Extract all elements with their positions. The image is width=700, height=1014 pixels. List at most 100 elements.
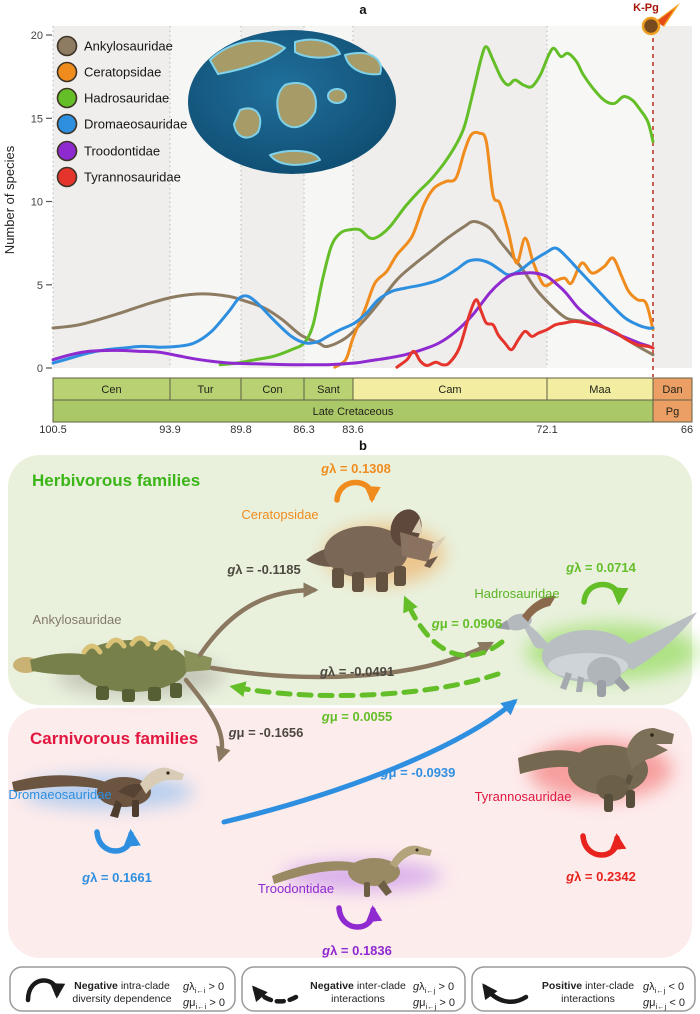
key-text-2-line-2: interactions: [331, 993, 385, 1005]
x-tick-label: 72.1: [536, 424, 557, 436]
family-label-troodontidae: Troodontidae: [258, 881, 334, 896]
panel-a-tag: a: [359, 2, 367, 17]
arrow-dromaeosauridae-to-hadrosauridae: [221, 698, 518, 825]
solid-curved-arrow-icon: [482, 983, 529, 1004]
coef-troodontidae-selfloop: gλ = 0.1836: [321, 943, 392, 958]
stage-band: [52, 377, 693, 423]
arrow-key-boxes: Negative intra-clade diversity dependenc…: [9, 966, 696, 1012]
series-line-dromaeosauridae: [51, 246, 655, 365]
stage-band-labels: Cen Tur Con Sant Cam Maa Dan Late Cretac…: [101, 384, 682, 418]
legend-label: Ceratopsidae: [84, 65, 161, 80]
key-formula-3b: gμi←j < 0: [643, 997, 685, 1011]
y-tick-label: 15: [31, 113, 43, 125]
family-label-hadrosauridae: Hadrosauridae: [474, 586, 559, 601]
tyrannosauridae-image: [518, 728, 674, 812]
series-curves: [51, 45, 655, 369]
chart-legend: Ankylosauridae Ceratopsidae Hadrosaurida…: [56, 35, 187, 188]
series-line-tyrannosauridae: [395, 298, 655, 369]
y-tick-label: 20: [31, 30, 43, 42]
legend-dot-ankylosauridae: [56, 35, 78, 57]
arrow-ankylosauridae-to-dromaeosauridae: [183, 677, 231, 763]
key-box-positive-inter-clade: [471, 966, 696, 1012]
self-loop-dromaeosauridae: [94, 828, 141, 854]
self-loop-troodontidae: [336, 905, 383, 930]
kpg-meteor: K-Pg: [633, 2, 680, 36]
herbivores-panel: [8, 455, 692, 705]
ceratopsidae-image: [306, 509, 446, 592]
coef-tyrannosauridae-selfloop: gλ = 0.2342: [565, 869, 636, 884]
stage-label: Tur: [197, 384, 213, 396]
interaction-arrows: [94, 479, 629, 930]
coef-anky-to-drom: gμ = -0.1656: [228, 725, 304, 740]
x-tick-label: 86.3: [293, 424, 314, 436]
y-axis: 0 5 10 15 20 Number of species: [2, 30, 52, 375]
era-label: Pg: [666, 406, 679, 418]
herbivores-title: Herbivorous families: [32, 471, 200, 490]
x-tick-label: 66: [681, 424, 693, 436]
kpg-label: K-Pg: [633, 2, 659, 14]
key-text-3-line-1: Positive inter-clade: [542, 980, 634, 992]
coef-hadrosauridae-selfloop: gλ = 0.0714: [565, 560, 637, 575]
family-label-ceratopsidae: Ceratopsidae: [241, 507, 318, 522]
key-formula-3a: gλi←j < 0: [643, 981, 684, 995]
hadrosauridae-image: [495, 595, 698, 697]
coef-anky-to-hadro: gλ = -0.0491: [319, 664, 394, 679]
coef-drom-to-hadro: gμ = -0.0939: [380, 765, 456, 780]
stage-label: Maa: [589, 384, 611, 396]
era-cell-pg: [652, 399, 693, 423]
ankylosauridae-image: [13, 635, 224, 702]
y-axis-title: Number of species: [2, 145, 17, 254]
meteor-icon: [641, 16, 661, 36]
dashed-curved-arrow-icon: [252, 985, 299, 1004]
family-label-ankylosauridae: Ankylosauridae: [33, 612, 122, 627]
coef-hadro-to-anky: gμ = 0.0055: [321, 709, 392, 724]
legend-item: Dromaeosauridae: [56, 113, 187, 135]
key-text-1-line-1: Negative intra-clade: [74, 980, 170, 992]
family-label-tyrannosauridae: Tyrannosauridae: [475, 789, 572, 804]
key-box-negative-inter-clade: [241, 966, 466, 1012]
x-axis-labels: 100.5 93.9 89.8 86.3 83.6 72.1 66: [39, 424, 693, 436]
self-loop-tyrannosauridae: [580, 833, 627, 858]
carnivores-title: Carnivorous families: [30, 729, 198, 748]
arrow-ankylosauridae-to-ceratopsidae: [197, 582, 319, 658]
key-text-1-line-2: diversity dependence: [72, 993, 171, 1005]
coef-ceratopsidae-selfloop: gλ = 0.1308: [320, 461, 391, 476]
panel-b-network: b Herbivorous families Carnivorous famil…: [8, 440, 698, 1012]
panel-a-chart: Ankylosauridae Ceratopsidae Hadrosaurida…: [2, 2, 693, 436]
stage-gridlines: [52, 26, 548, 368]
legend-item: Ankylosauridae: [56, 35, 173, 57]
legend-item: Troodontidae: [56, 140, 160, 162]
key-text-3-line-2: interactions: [561, 993, 615, 1005]
dromaeosauridae-image: [12, 767, 194, 818]
legend-label: Dromaeosauridae: [84, 117, 187, 132]
y-tick-label: 0: [37, 363, 43, 375]
stage-label: Cam: [438, 384, 461, 396]
arrow-hadrosauridae-to-ceratopsidae-dashed: [403, 595, 505, 659]
coef-anky-to-cera: gλ = -0.1185: [226, 562, 300, 577]
stage-label: Con: [262, 384, 282, 396]
legend-dot-tyrannosauridae: [56, 166, 78, 188]
self-loop-hadrosauridae: [581, 581, 629, 606]
series-line-troodontidae: [51, 271, 655, 367]
key-text-2-line-1: Negative inter-clade: [310, 980, 406, 992]
x-tick-label: 89.8: [230, 424, 251, 436]
x-tick-label: 83.6: [342, 424, 363, 436]
stage-label: Dan: [662, 384, 682, 396]
legend-dot-troodontidae: [56, 140, 78, 162]
troodontidae-image: [272, 845, 442, 897]
series-line-hadrosauridae: [218, 45, 655, 367]
family-label-dromaeosauridae: Dromaeosauridae: [8, 787, 111, 802]
legend-dot-hadrosauridae: [56, 87, 78, 109]
legend-item: Tyrannosauridae: [56, 166, 181, 188]
paleogeography-globe: [188, 30, 396, 174]
key-box-intra-clade: [9, 966, 236, 1012]
key-formula-2a: gλi←j > 0: [413, 981, 454, 995]
key-formula-1b: gμi←i > 0: [183, 997, 225, 1011]
y-axis-ticks: [46, 34, 52, 369]
legend-label: Tyrannosauridae: [84, 170, 181, 185]
series-line-ceratopsidae: [333, 130, 655, 369]
x-tick-label: 100.5: [39, 424, 67, 436]
legend-item: Hadrosauridae: [56, 87, 169, 109]
legend-dot-dromaeosauridae: [56, 113, 78, 135]
